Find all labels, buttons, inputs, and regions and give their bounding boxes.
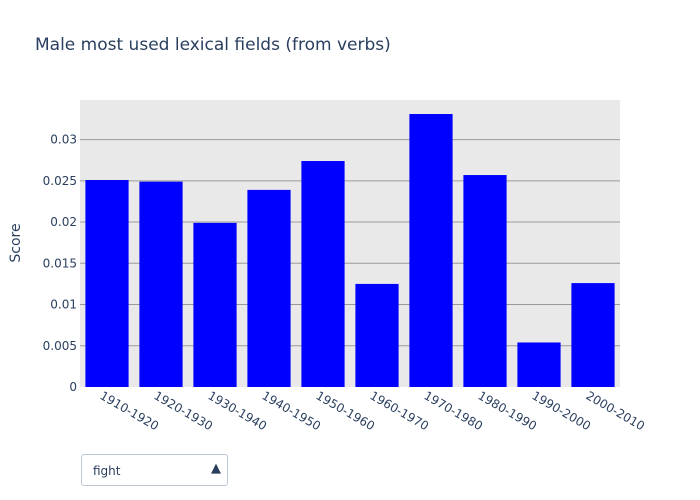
x-tick-label: 1910-1920 [98, 388, 162, 433]
bar-1990-2000 [517, 342, 561, 387]
x-tick-label: 1980-1990 [476, 388, 540, 433]
triangle-up-icon: ▲ [211, 461, 221, 476]
bar-1940-1950 [247, 189, 291, 387]
dropdown-selected-value: fight [93, 464, 121, 478]
x-axis-ticks: 1910-19201920-19301930-19401940-19501950… [98, 388, 648, 433]
x-tick-label: 1990-2000 [530, 388, 594, 433]
x-tick-label: 1970-1980 [422, 388, 486, 433]
y-axis-label: Score [8, 223, 24, 262]
x-tick-label: 1950-1960 [314, 388, 378, 433]
bar-2000-2010 [571, 283, 615, 387]
bar-1910-1920 [85, 179, 129, 387]
chart-title: Male most used lexical fields (from verb… [35, 35, 391, 55]
y-tick-label: 0.025 [43, 174, 77, 188]
y-tick-label: 0 [69, 380, 77, 394]
bars [85, 114, 615, 388]
bar-1960-1970 [355, 283, 399, 387]
x-tick-label: 1930-1940 [206, 388, 270, 433]
bar-1980-1990 [463, 175, 507, 387]
bar-1970-1980 [409, 114, 453, 388]
x-tick-label: 1940-1950 [260, 388, 324, 433]
x-tick-label: 1920-1930 [152, 388, 216, 433]
y-axis-ticks: 0 0.005 0.01 0.015 0.02 0.025 0.03 [43, 133, 77, 394]
lexical-field-dropdown[interactable]: fight ▲ [81, 454, 228, 486]
y-tick-label: 0.005 [43, 339, 77, 353]
y-tick-label: 0.03 [50, 133, 77, 147]
x-tick-label: 2000-2010 [584, 388, 648, 433]
y-tick-label: 0.01 [50, 298, 77, 312]
y-tick-label: 0.02 [50, 215, 77, 229]
bar-1930-1940 [193, 222, 237, 387]
bar-1950-1960 [301, 161, 345, 387]
bar-1920-1930 [139, 181, 183, 387]
y-tick-label: 0.015 [43, 256, 77, 270]
x-tick-label: 1960-1970 [368, 388, 432, 433]
